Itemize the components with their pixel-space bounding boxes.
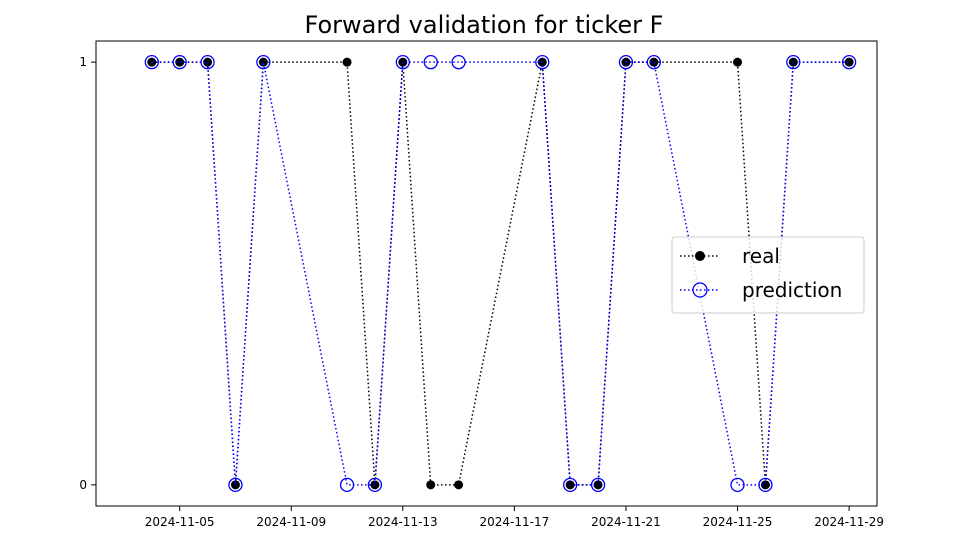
- point-real: [203, 57, 213, 67]
- point-prediction: [367, 477, 383, 493]
- point-prediction: [646, 54, 662, 70]
- legend-real-marker: [695, 251, 705, 261]
- point-prediction: [535, 54, 550, 70]
- x-tick-label: 2024-11-09: [256, 515, 326, 529]
- point-prediction: [730, 477, 745, 493]
- legend-real-label: real: [742, 244, 780, 268]
- point-prediction: [590, 477, 606, 493]
- point-prediction: [144, 54, 159, 70]
- point-prediction: [563, 477, 578, 493]
- chart-title: Forward validation for ticker F: [305, 11, 664, 39]
- series-layer: [144, 54, 857, 493]
- point-prediction: [758, 477, 773, 493]
- point-real: [454, 480, 464, 490]
- y-tick-label: 0: [79, 478, 87, 492]
- x-tick-label: 2024-11-17: [480, 515, 550, 529]
- point-prediction: [841, 54, 857, 70]
- point-prediction: [451, 54, 466, 70]
- point-real: [733, 57, 743, 67]
- point-prediction: [423, 54, 438, 70]
- point-real: [230, 480, 240, 490]
- point-prediction: [172, 54, 187, 70]
- point-real: [342, 57, 352, 67]
- x-axis: 2024-11-05 2024-11-09 2024-11-13 2024-11-17…: [145, 506, 884, 529]
- point-prediction: [256, 54, 271, 70]
- x-tick-label: 2024-11-05: [145, 515, 215, 529]
- series-line-prediction: [151, 61, 850, 486]
- legend: real prediction: [671, 236, 865, 314]
- plot-frame: [95, 40, 878, 507]
- point-prediction: [200, 54, 215, 70]
- x-tick-label: 2024-11-21: [591, 515, 661, 529]
- point-real: [175, 57, 185, 67]
- x-tick-label: 2024-11-13: [368, 515, 438, 529]
- x-tick-label: 2024-11-25: [703, 515, 773, 529]
- point-prediction: [228, 477, 243, 493]
- point-real: [844, 57, 854, 67]
- point-real: [788, 57, 798, 67]
- point-real: [147, 57, 157, 67]
- point-real: [370, 480, 380, 490]
- legend-box: [671, 236, 865, 314]
- point-real: [398, 57, 408, 67]
- point-prediction: [786, 54, 801, 70]
- x-tick-label: 2024-11-29: [814, 515, 884, 529]
- y-tick-label: 1: [79, 55, 87, 69]
- legend-prediction-label: prediction: [742, 278, 842, 302]
- point-real: [760, 480, 770, 490]
- point-real: [258, 57, 268, 67]
- y-axis: 01: [79, 55, 96, 492]
- legend-prediction-marker: [692, 282, 708, 298]
- point-prediction: [618, 54, 634, 70]
- point-prediction: [339, 477, 355, 493]
- point-prediction: [395, 54, 410, 70]
- point-real: [426, 480, 436, 490]
